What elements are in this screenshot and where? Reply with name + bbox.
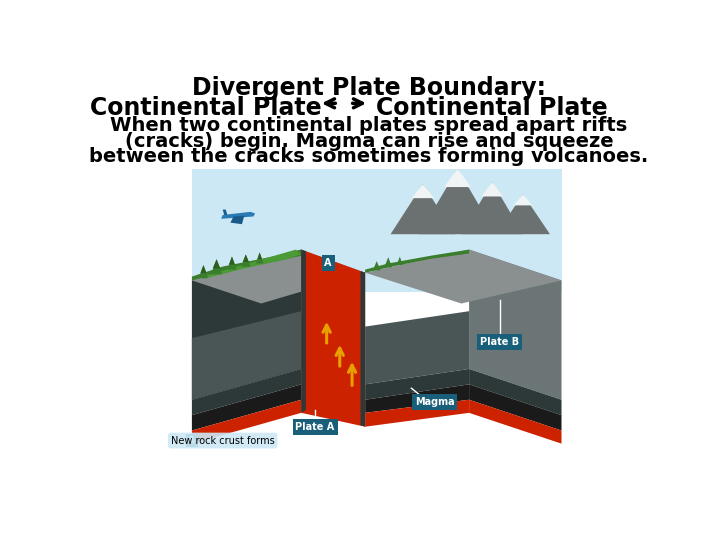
Polygon shape (199, 265, 208, 278)
Text: Plate A: Plate A (295, 422, 335, 431)
Polygon shape (365, 249, 469, 273)
Polygon shape (192, 168, 562, 292)
Polygon shape (256, 252, 264, 264)
Polygon shape (212, 259, 220, 268)
Polygon shape (444, 168, 471, 187)
Text: Plate B: Plate B (480, 337, 519, 347)
Text: A: A (189, 436, 195, 445)
Text: Divergent Plate Boundary:: Divergent Plate Boundary: (192, 76, 546, 100)
Polygon shape (222, 210, 228, 215)
Polygon shape (243, 254, 249, 262)
Text: Continental Plate: Continental Plate (90, 96, 322, 119)
Polygon shape (199, 249, 301, 279)
Polygon shape (412, 184, 434, 198)
Polygon shape (361, 271, 365, 427)
Text: Continental Plate: Continental Plate (377, 96, 608, 119)
Polygon shape (192, 400, 301, 444)
Text: New rock crust forms: New rock crust forms (171, 436, 274, 446)
Polygon shape (192, 384, 301, 430)
Text: A: A (325, 258, 332, 268)
Text: (cracks) begin. Magma can rise and squeeze: (cracks) begin. Magma can rise and squee… (125, 132, 613, 151)
Text: Magma: Magma (415, 397, 454, 407)
Polygon shape (462, 182, 523, 234)
Text: When two continental plates spread apart rifts: When two continental plates spread apart… (110, 117, 628, 136)
Polygon shape (365, 311, 469, 384)
Polygon shape (192, 311, 301, 400)
Polygon shape (482, 182, 503, 197)
Polygon shape (301, 249, 365, 427)
Polygon shape (469, 249, 562, 400)
Polygon shape (365, 369, 469, 400)
Polygon shape (192, 369, 301, 415)
Polygon shape (192, 249, 301, 400)
Polygon shape (301, 249, 306, 413)
Polygon shape (419, 168, 496, 234)
Polygon shape (221, 212, 255, 219)
Polygon shape (469, 400, 562, 444)
Polygon shape (211, 259, 222, 274)
Polygon shape (384, 257, 392, 267)
Polygon shape (469, 369, 562, 415)
Polygon shape (241, 254, 251, 267)
Polygon shape (496, 194, 550, 234)
Polygon shape (200, 265, 207, 273)
Polygon shape (397, 256, 403, 265)
Polygon shape (192, 249, 301, 280)
Polygon shape (230, 215, 244, 224)
Polygon shape (229, 256, 235, 265)
Polygon shape (228, 256, 237, 269)
Polygon shape (365, 400, 469, 427)
Polygon shape (257, 252, 262, 259)
Polygon shape (365, 384, 469, 413)
Polygon shape (192, 249, 365, 303)
Polygon shape (365, 249, 562, 303)
Polygon shape (373, 261, 381, 271)
Polygon shape (469, 384, 562, 430)
Polygon shape (390, 184, 455, 234)
Polygon shape (513, 194, 532, 205)
Text: between the cracks sometimes forming volcanoes.: between the cracks sometimes forming vol… (89, 147, 649, 166)
